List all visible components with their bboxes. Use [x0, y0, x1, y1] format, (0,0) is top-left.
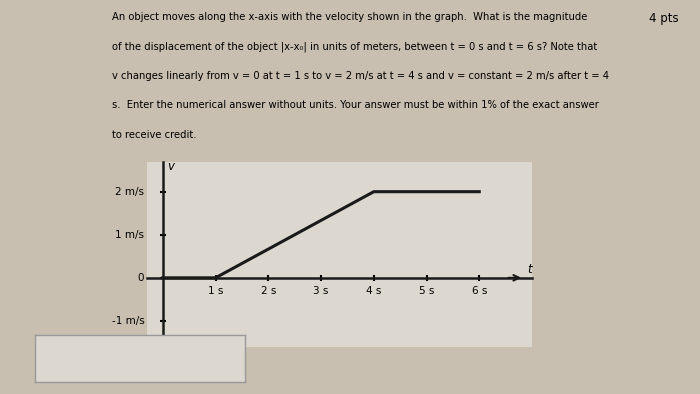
Text: 2 m/s: 2 m/s	[116, 187, 144, 197]
Text: 1 m/s: 1 m/s	[116, 230, 144, 240]
Text: An object moves along the x-axis with the velocity shown in the graph.  What is : An object moves along the x-axis with th…	[112, 12, 587, 22]
Text: t: t	[527, 263, 532, 276]
Text: 0: 0	[138, 273, 144, 283]
Text: 4 pts: 4 pts	[650, 12, 679, 25]
Text: v: v	[167, 160, 174, 173]
Text: s.  Enter the numerical answer without units. Your answer must be within 1% of t: s. Enter the numerical answer without un…	[112, 100, 599, 110]
Text: -1 m/s: -1 m/s	[111, 316, 144, 326]
Text: to receive credit.: to receive credit.	[112, 130, 197, 140]
Text: of the displacement of the object |x-x₀| in units of meters, between t = 0 s and: of the displacement of the object |x-x₀|…	[112, 41, 597, 52]
Text: v changes linearly from v = 0 at t = 1 s to v = 2 m/s at t = 4 s and v = constan: v changes linearly from v = 0 at t = 1 s…	[112, 71, 609, 81]
